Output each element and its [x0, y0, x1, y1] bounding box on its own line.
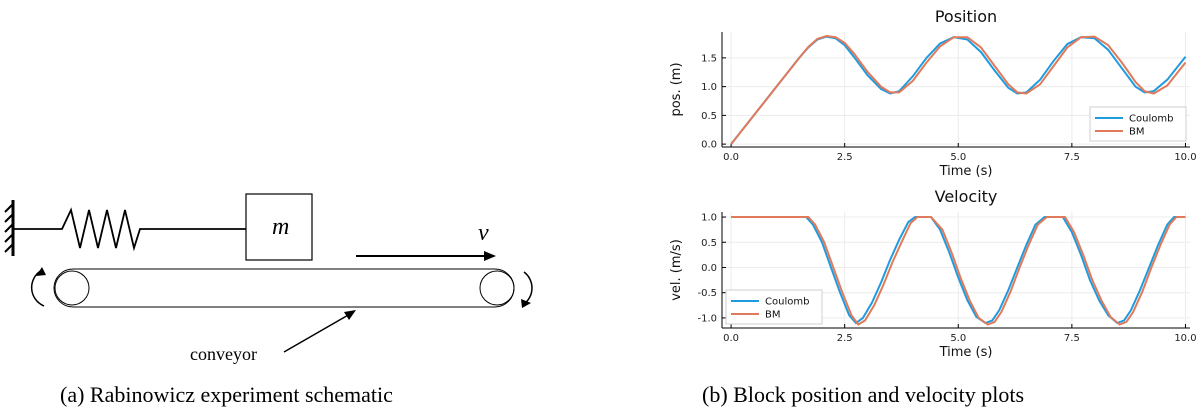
- y-axis-label: pos. (m): [669, 62, 684, 116]
- velocity-label: v: [478, 220, 489, 246]
- left-rotation-arrowhead: [36, 267, 46, 276]
- y-tick-label: 0.0: [701, 263, 717, 274]
- y-tick-label: 1.5: [701, 53, 717, 64]
- velocity-arrowhead: [484, 251, 496, 261]
- caption-b: (b) Block position and velocity plots: [702, 382, 1025, 407]
- conveyor-label: conveyor: [190, 344, 257, 364]
- series-line-bm: [731, 216, 1186, 326]
- velocity-chart: 0.0 2.5 5.0 7.5 10.0 1.0 0.5 0.0 -0.5 -1.0 Velocit…: [669, 187, 1197, 360]
- y-tick-label: 1.0: [701, 213, 717, 224]
- y-tick-label: 0.0: [701, 140, 717, 151]
- spring: [13, 207, 246, 252]
- y-tick-label: 1.0: [701, 82, 717, 93]
- legend-label: BM: [1129, 127, 1145, 138]
- x-tick-label: 10.0: [1174, 152, 1196, 163]
- x-axis-label: Time (s): [939, 345, 993, 360]
- mass-block: [245, 193, 313, 261]
- conveyor-pointer-head: [344, 310, 356, 320]
- schematic: m v conveyor: [4, 193, 533, 364]
- x-tick-label: 5.0: [950, 152, 966, 163]
- x-tick-label: 0.0: [723, 333, 739, 344]
- right-roller: [479, 270, 515, 306]
- chart-title: Velocity: [935, 187, 998, 206]
- x-tick-label: 10.0: [1174, 333, 1196, 344]
- x-tick-label: 5.0: [950, 333, 966, 344]
- chart-title: Position: [935, 7, 997, 26]
- conveyor-belt: [53, 268, 515, 308]
- series-line-coulomb: [731, 216, 1186, 325]
- legend-label: Coulomb: [765, 297, 809, 308]
- legend-box: [725, 289, 823, 325]
- x-tick-label: 7.5: [1064, 333, 1080, 344]
- legend-label: BM: [765, 310, 781, 321]
- x-tick-label: 0.0: [723, 152, 739, 163]
- left-roller: [54, 270, 90, 306]
- x-tick-label: 2.5: [837, 152, 853, 163]
- wall-hatching: [4, 203, 14, 253]
- x-tick-label: 2.5: [837, 333, 853, 344]
- position-chart: 0.0 2.5 5.0 7.5 10.0 0.0 0.5 1.0 1.5 Position Time…: [669, 7, 1197, 179]
- legend-label: Coulomb: [1129, 114, 1173, 125]
- y-tick-label: 0.5: [701, 238, 717, 249]
- mass-label: m: [272, 214, 289, 240]
- series-line-bm: [730, 34, 1187, 145]
- legend-box: [1089, 106, 1187, 142]
- y-tick-label: -1.0: [697, 313, 717, 324]
- caption-a: (a) Rabinowicz experiment schematic: [60, 382, 393, 407]
- x-tick-label: 7.5: [1064, 152, 1080, 163]
- y-tick-label: -0.5: [697, 288, 717, 299]
- y-axis-label: vel. (m/s): [669, 239, 684, 301]
- left-rotation-arrow: [30, 269, 45, 307]
- y-tick-label: 0.5: [701, 111, 717, 122]
- right-rotation-arrow: [523, 271, 533, 305]
- x-axis-label: Time (s): [939, 164, 993, 179]
- conveyor-pointer: [283, 313, 351, 353]
- right-rotation-arrowhead: [521, 299, 531, 308]
